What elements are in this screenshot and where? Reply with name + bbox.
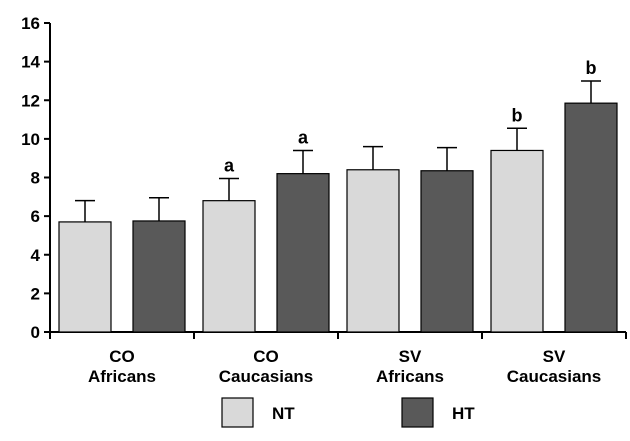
legend-swatch-ht bbox=[401, 397, 434, 428]
bar-ht-2 bbox=[420, 170, 474, 333]
x-category-label-line: CO bbox=[253, 347, 279, 366]
significance-label: a bbox=[298, 127, 309, 147]
legend: NT HT bbox=[221, 397, 475, 428]
y-tick-label: 10 bbox=[21, 130, 40, 149]
y-tick-label: 14 bbox=[21, 53, 40, 72]
significance-label: a bbox=[224, 155, 235, 175]
bar-nt-2 bbox=[346, 169, 400, 333]
x-category-label: CO Africans bbox=[88, 347, 156, 386]
bar-ht-1 bbox=[276, 173, 330, 333]
x-category-label-line: Africans bbox=[88, 367, 156, 386]
x-category-label-line: CO bbox=[109, 347, 135, 366]
bar-nt-3 bbox=[490, 149, 544, 333]
bar-ht-3 bbox=[564, 102, 618, 333]
legend-label-nt: NT bbox=[272, 404, 295, 423]
y-tick-label: 0 bbox=[31, 323, 40, 342]
y-tick-label: 4 bbox=[31, 246, 41, 265]
x-category-label-line: SV bbox=[399, 347, 422, 366]
y-tick-label: 12 bbox=[21, 91, 40, 110]
significance-label: b bbox=[512, 105, 523, 125]
y-tick-label: 8 bbox=[31, 169, 40, 188]
bar-nt-1 bbox=[202, 200, 256, 333]
legend-swatch-nt bbox=[221, 397, 254, 428]
bar-ht-0 bbox=[132, 220, 186, 333]
y-tick-label: 2 bbox=[31, 284, 40, 303]
x-category-label-line: SV bbox=[543, 347, 566, 366]
x-category-label: SV Africans bbox=[376, 347, 444, 386]
y-tick-label: 16 bbox=[21, 14, 40, 33]
x-category-label-line: Africans bbox=[376, 367, 444, 386]
x-category-label: CO Caucasians bbox=[219, 347, 314, 386]
legend-label-ht: HT bbox=[452, 404, 475, 423]
bar-nt-0 bbox=[58, 221, 112, 333]
x-category-label-line: Caucasians bbox=[507, 367, 602, 386]
x-category-label: SV Caucasians bbox=[507, 347, 602, 386]
y-tick-label: 6 bbox=[31, 207, 40, 226]
significance-label: b bbox=[586, 58, 597, 78]
x-category-label-line: Caucasians bbox=[219, 367, 314, 386]
